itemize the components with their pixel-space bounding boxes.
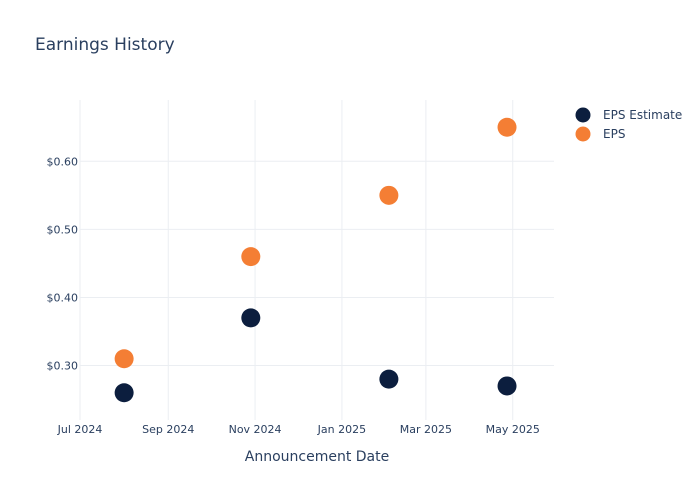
series-eps-estimate — [114, 308, 517, 403]
y-axis-ticks: $0.30 $0.40 $0.50 $0.60 — [47, 155, 79, 372]
data-point[interactable] — [497, 117, 517, 137]
y-tick-label: $0.40 — [47, 291, 79, 304]
data-point[interactable] — [241, 247, 261, 267]
legend-label: EPS — [603, 127, 625, 141]
y-tick-label: $0.50 — [47, 223, 79, 236]
x-tick-label: Mar 2025 — [400, 423, 452, 436]
legend-item[interactable]: EPS Estimate — [575, 107, 683, 123]
y-tick-label: $0.60 — [47, 155, 79, 168]
y-tick-label: $0.30 — [47, 360, 79, 373]
x-axis-ticks: Jul 2024 Sep 2024 Nov 2024 Jan 2025 Mar 2025… — [57, 423, 540, 436]
x-tick-label: May 2025 — [486, 423, 540, 436]
legend-item[interactable]: EPS — [575, 126, 626, 142]
x-tick-label: Jan 2025 — [317, 423, 366, 436]
data-points — [114, 117, 517, 403]
data-point[interactable] — [379, 185, 399, 205]
data-point[interactable] — [497, 376, 517, 396]
x-tick-label: Jul 2024 — [57, 423, 103, 436]
chart-title: Earnings History — [35, 35, 175, 55]
data-point[interactable] — [114, 383, 134, 403]
data-point[interactable] — [379, 369, 399, 389]
x-tick-label: Sep 2024 — [142, 423, 194, 436]
legend-marker — [575, 107, 591, 123]
series-eps — [114, 117, 517, 369]
legend[interactable]: EPS Estimate EPS — [575, 107, 683, 142]
legend-label: EPS Estimate — [603, 108, 682, 122]
data-point[interactable] — [241, 308, 261, 328]
x-tick-label: Nov 2024 — [229, 423, 282, 436]
x-axis-title: Announcement Date — [245, 449, 389, 465]
legend-marker — [575, 126, 591, 142]
grid — [79, 100, 554, 420]
data-point[interactable] — [114, 349, 134, 369]
